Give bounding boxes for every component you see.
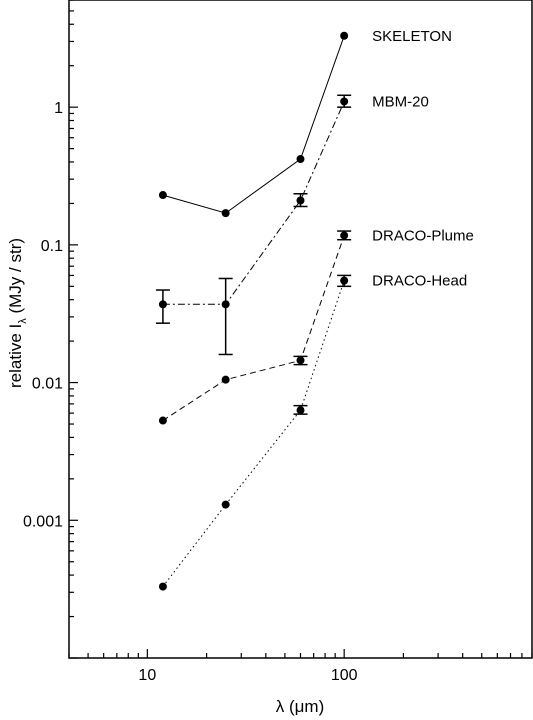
series-label: DRACO-Head <box>372 273 467 290</box>
data-point <box>340 231 349 240</box>
plot-frame <box>68 0 533 659</box>
data-point <box>158 191 167 200</box>
series-mbm-20: MBM-20 <box>155 93 429 356</box>
data-point <box>296 196 305 205</box>
data-point <box>221 500 230 509</box>
y-tick-label: 0.1 <box>41 238 63 255</box>
y-tick-label: 0.01 <box>32 376 63 393</box>
series-line <box>162 35 345 214</box>
data-point <box>221 375 230 384</box>
data-point <box>340 276 349 285</box>
series-draco-head: DRACO-Head <box>158 273 467 591</box>
series-line <box>162 101 345 305</box>
y-axis-title-subscript: λ <box>17 318 29 324</box>
series-layer: SKELETON MBM-20 DRACO-Plume DRACO-Head <box>155 28 474 591</box>
data-point <box>158 416 167 425</box>
data-point <box>158 582 167 591</box>
data-point <box>340 31 349 40</box>
y-axis-title: relative Iλ (MJy / str) <box>6 238 29 388</box>
data-point <box>296 155 305 164</box>
series-draco-plume: DRACO-Plume <box>158 227 474 425</box>
series-line <box>162 235 345 421</box>
data-point <box>158 300 167 309</box>
axis-ticks: 10 100 0.001 0.01 0.1 1 <box>23 0 533 684</box>
data-point <box>221 300 230 309</box>
y-axis-title-tail: (MJy / str) <box>6 238 25 318</box>
x-tick-label: 100 <box>331 667 358 684</box>
series-label: MBM-20 <box>372 93 429 110</box>
x-tick-label: 10 <box>138 667 156 684</box>
series-line <box>162 280 345 587</box>
y-tick-label: 1 <box>54 100 63 117</box>
data-point <box>296 356 305 365</box>
x-axis-title: λ (μm) <box>276 697 325 716</box>
data-point <box>296 406 305 415</box>
series-label: DRACO-Plume <box>372 227 474 244</box>
series-label: SKELETON <box>372 28 452 45</box>
data-point <box>340 97 349 106</box>
series-skeleton: SKELETON <box>158 28 452 218</box>
y-tick-label: 0.001 <box>23 513 63 530</box>
y-axis-title-main: relative I <box>6 324 25 388</box>
data-point <box>221 209 230 218</box>
